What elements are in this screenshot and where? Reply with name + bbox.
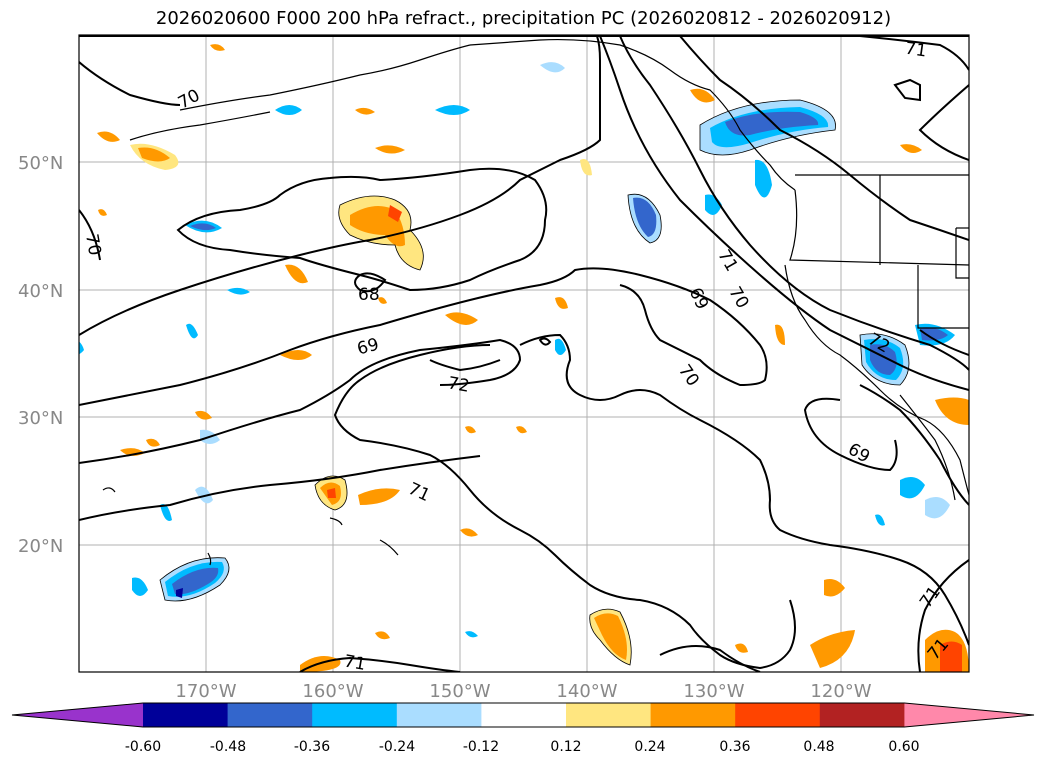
colorbar-tick-label: 0.48 — [803, 739, 834, 755]
lon-label: 120°W — [810, 681, 871, 702]
lon-label: 150°W — [429, 681, 490, 702]
colorbar-outline — [11, 702, 1035, 728]
coastlines — [102, 38, 969, 566]
colorbar-tick-label: -0.60 — [125, 739, 161, 755]
longitude-labels: 170°W 160°W 150°W 140°W 130°W 120°W — [175, 681, 871, 702]
colorbar-tick-label: -0.36 — [294, 739, 330, 755]
colorbar-segment — [566, 703, 652, 727]
colorbar-segment — [396, 703, 482, 727]
lat-label: 40°N — [18, 281, 63, 302]
colorbar-segment — [819, 703, 905, 727]
colorbar-ticks: -0.60 -0.48 -0.36 -0.24 -0.12 0.12 0.24 … — [125, 739, 920, 755]
refractivity-contours — [79, 35, 969, 672]
colorbar-segment — [481, 703, 567, 727]
contour-label: 68 — [358, 285, 380, 305]
colorbar-segment — [312, 703, 398, 727]
precip-positive-areas — [97, 44, 969, 672]
lon-label: 160°W — [302, 681, 363, 702]
lon-label: 140°W — [556, 681, 617, 702]
precip-negative-areas — [79, 62, 955, 638]
colorbar-segment — [904, 703, 1034, 727]
lat-label: 20°N — [18, 536, 63, 557]
colorbar — [11, 702, 1035, 728]
colorbar-tick-label: -0.24 — [379, 739, 415, 755]
colorbar-tick-label: 0.60 — [888, 739, 919, 755]
colorbar-tick-label: -0.48 — [210, 739, 246, 755]
map-title: 2026020600 F000 200 hPa refract., precip… — [155, 8, 892, 29]
colorbar-tick-label: -0.12 — [463, 739, 499, 755]
colorbar-segment — [650, 703, 736, 727]
colorbar-segment — [12, 703, 143, 727]
contour-label: 70 — [81, 232, 104, 257]
contour-label: 71 — [342, 651, 367, 674]
lon-label: 170°W — [175, 681, 236, 702]
colorbar-segment — [143, 703, 229, 727]
precip-outlines — [159, 99, 910, 666]
colorbar-tick-label: 0.24 — [634, 739, 665, 755]
colorbar-segment — [735, 703, 821, 727]
contour-label: 72 — [446, 373, 471, 396]
colorbar-segment — [227, 703, 313, 727]
colorbar-tick-label: 0.12 — [550, 739, 581, 755]
lon-label: 130°W — [683, 681, 744, 702]
latitude-labels: 50°N 40°N 30°N 20°N — [18, 153, 63, 557]
colorbar-tick-label: 0.36 — [719, 739, 750, 755]
contour-label: 71 — [904, 39, 928, 62]
plot-border — [78, 34, 970, 673]
lat-label: 50°N — [18, 153, 63, 174]
lat-label: 30°N — [18, 408, 63, 429]
